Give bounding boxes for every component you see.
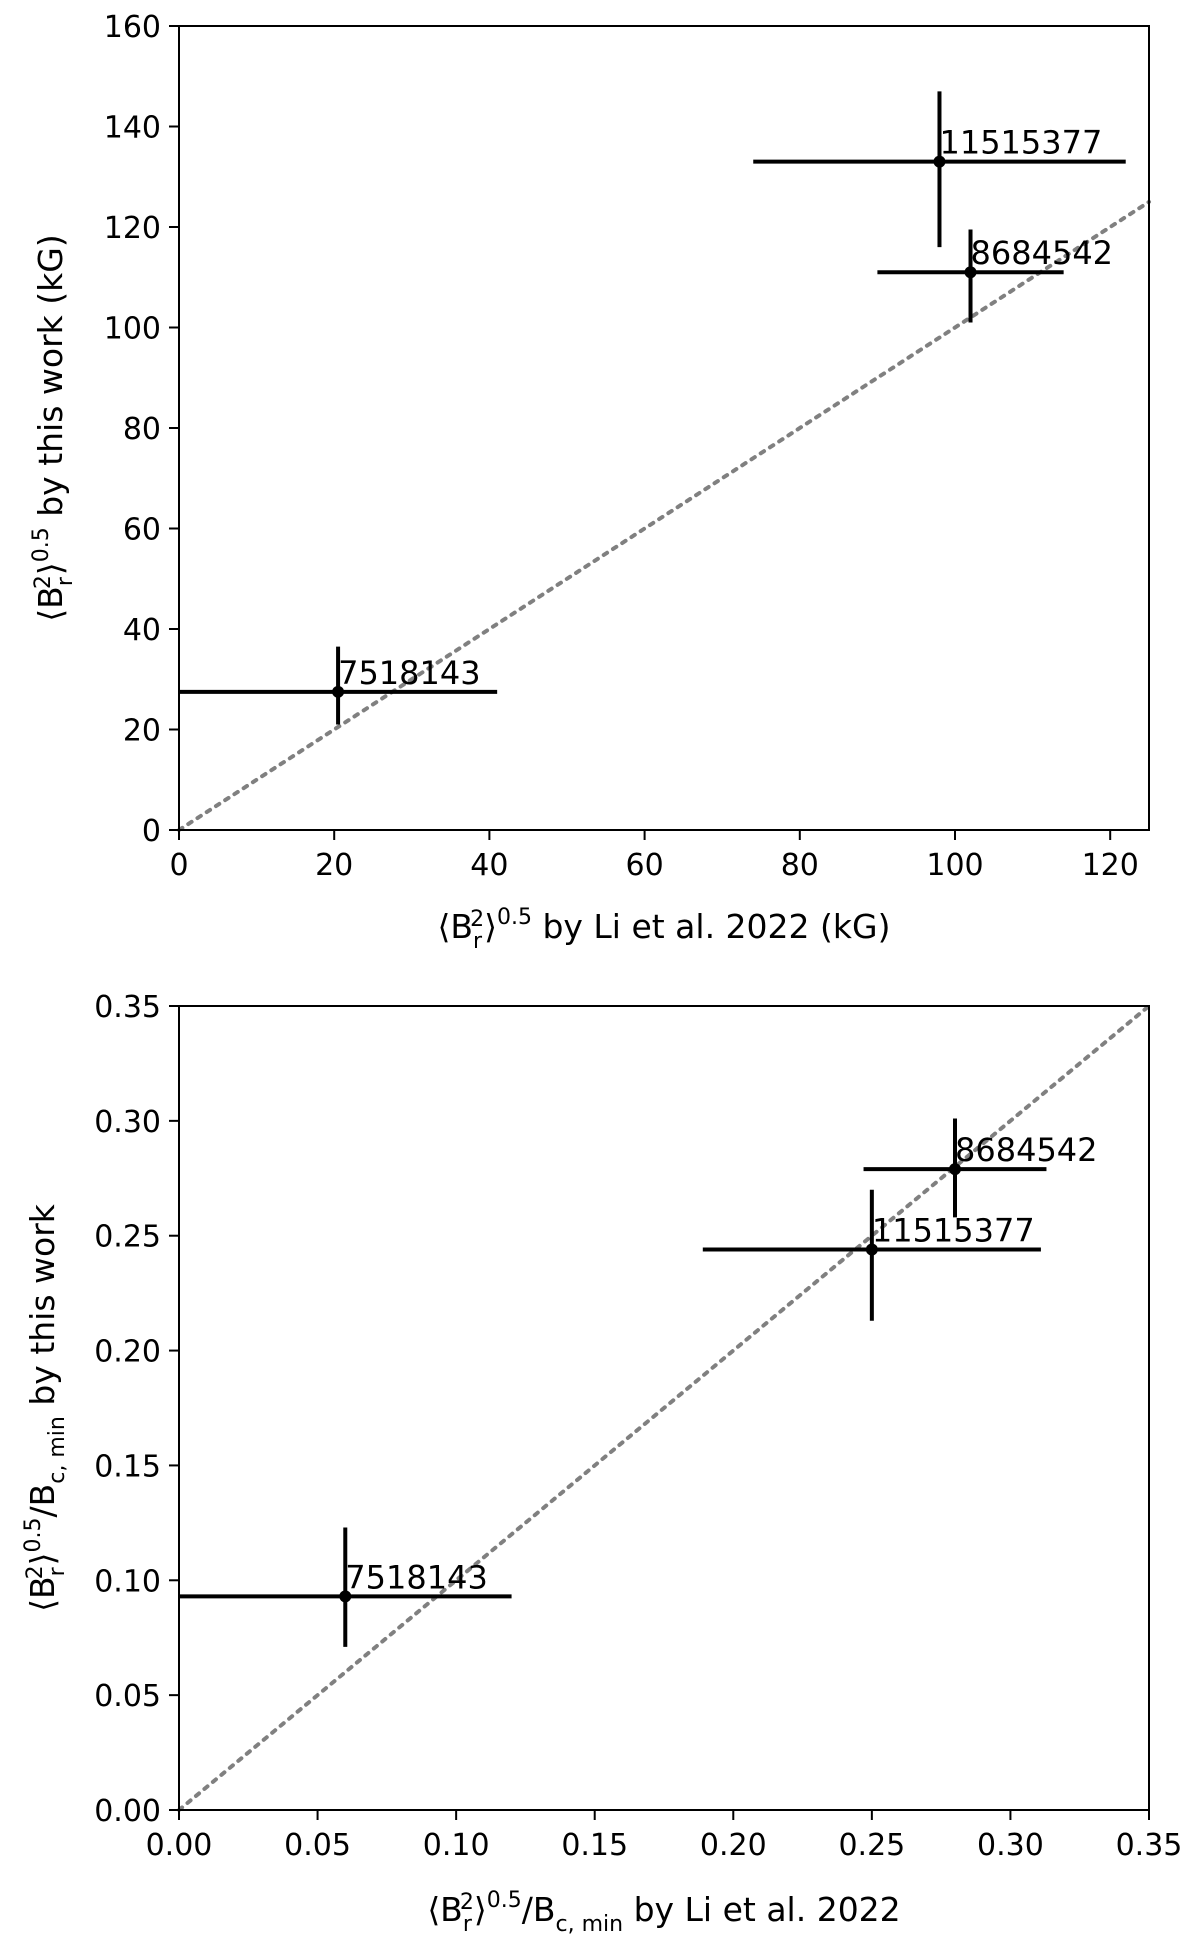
y-tick-label: 0.20 (94, 1335, 161, 1370)
y-tick-label: 120 (104, 211, 161, 246)
reference-line-layer (177, 1004, 1151, 1812)
y-tick-label: 100 (104, 312, 161, 347)
data-point: 8684542 (863, 1118, 1098, 1218)
x-tick-label: 80 (781, 848, 819, 883)
plot-frame (178, 1005, 1150, 1811)
x-axis-ticks: 0 20 40 60 80 100 120 (169, 830, 1139, 883)
y-tick-label: 140 (104, 111, 161, 146)
y-tick-label: 0.35 (94, 990, 161, 1025)
point-label: 8684542 (955, 1131, 1098, 1169)
data-point: 11515377 (753, 91, 1126, 248)
y-tick-label: 80 (123, 412, 161, 447)
y-tick-label: 0.30 (94, 1105, 161, 1140)
x-axis-title: ⟨Br2⟩0.5/Bc, min by Li et al. 2022 (427, 1888, 900, 1937)
x-tick-label: 0.00 (146, 1828, 213, 1863)
data-layer: 7518143 11515377 8684542 (179, 91, 1126, 725)
x-tick-label: 60 (626, 848, 664, 883)
data-point: 11515377 (702, 1189, 1041, 1321)
x-tick-label: 0.15 (561, 1828, 628, 1863)
x-tick-label: 40 (470, 848, 508, 883)
point-marker (933, 155, 946, 168)
y-tick-label: 60 (123, 513, 161, 548)
data-point: 8684542 (877, 229, 1114, 323)
y-tick-label: 0.15 (94, 1449, 161, 1484)
y-tick-label: 0.25 (94, 1220, 161, 1255)
data-point: 7518143 (179, 646, 498, 725)
y-axis-ticks: 0.00 0.05 0.10 0.15 0.20 0.25 0.30 0.35 (94, 990, 179, 1829)
x-tick-label: 120 (1082, 848, 1139, 883)
x-tick-label: 0.10 (423, 1828, 490, 1863)
x-tick-label: 100 (926, 848, 983, 883)
point-label: 8684542 (971, 234, 1114, 272)
y-tick-label: 20 (123, 714, 161, 749)
y-tick-label: 0.05 (94, 1679, 161, 1714)
data-point: 7518143 (179, 1527, 512, 1647)
x-axis-ticks: 0.00 0.05 0.10 0.15 0.20 0.25 0.30 0.35 (146, 1810, 1183, 1863)
point-marker (964, 266, 977, 279)
y-tick-label: 0.10 (94, 1564, 161, 1599)
point-marker (332, 685, 345, 698)
y-axis-ticks: 0 20 40 60 80 100 120 140 160 (104, 10, 179, 849)
y-tick-label: 0 (142, 814, 161, 849)
x-tick-label: 0.25 (838, 1828, 905, 1863)
y-axis-title: ⟨Br2⟩0.5/Bc, min by this work (21, 1203, 70, 1612)
point-label: 11515377 (872, 1211, 1035, 1249)
point-marker (949, 1163, 961, 1176)
y-tick-label: 40 (123, 613, 161, 648)
x-tick-label: 0.20 (700, 1828, 767, 1863)
chart-top-field-strength: 7518143 11515377 8684542 0 20 40 60 80 100 120 0… (29, 10, 1151, 954)
point-marker (339, 1590, 352, 1603)
y-axis-title: ⟨Br2⟩0.5 by this work (kG) (29, 234, 78, 621)
x-axis-title: ⟨Br2⟩0.5 by Li et al. 2022 (kG) (438, 905, 891, 954)
reference-line-y-equals-x (177, 1004, 1151, 1812)
y-tick-label: 0.00 (94, 1794, 161, 1829)
y-tick-label: 160 (104, 10, 161, 45)
x-tick-label: 0.35 (1116, 1828, 1183, 1863)
point-label: 11515377 (939, 124, 1102, 162)
point-marker (865, 1243, 878, 1256)
x-tick-label: 20 (315, 848, 353, 883)
reference-line-y-equals-x (177, 199, 1151, 832)
point-label: 7518143 (345, 1558, 488, 1596)
reference-line-layer (177, 199, 1151, 832)
data-layer: 7518143 11515377 8684542 (179, 1118, 1098, 1647)
x-tick-label: 0 (169, 848, 188, 883)
point-label: 7518143 (338, 654, 481, 692)
x-tick-label: 0.05 (284, 1828, 351, 1863)
x-tick-label: 0.30 (977, 1828, 1044, 1863)
